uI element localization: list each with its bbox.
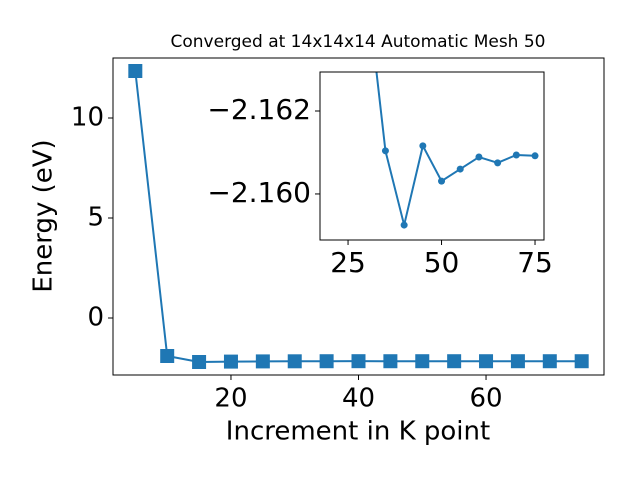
x-tick-label: 40 (342, 384, 375, 414)
y-tick-label: 5 (87, 203, 104, 233)
marker (383, 354, 398, 369)
marker (160, 349, 175, 363)
marker (223, 354, 238, 369)
marker (400, 221, 408, 229)
marker (381, 147, 389, 155)
x-axis-label: Increment in K point (226, 417, 490, 447)
marker (415, 354, 430, 369)
marker (351, 354, 366, 369)
marker (456, 165, 464, 173)
x-tick-label: 60 (469, 384, 502, 414)
marker (479, 354, 494, 369)
marker (419, 142, 427, 150)
plot-frame (319, 71, 545, 241)
y-tick-label: −2.162 (207, 93, 311, 126)
marker (319, 354, 334, 369)
plot-area (375, 72, 539, 229)
marker (475, 153, 483, 161)
x-tick-label: 25 (330, 246, 366, 279)
marker (510, 354, 525, 369)
y-tick-label: 10 (71, 103, 104, 133)
line (375, 72, 536, 226)
y-axis-label: Energy (eV) (29, 139, 59, 292)
marker (255, 354, 270, 369)
plot-background (320, 72, 544, 240)
marker (494, 159, 502, 167)
marker (128, 64, 143, 78)
plot-frame (112, 57, 605, 376)
x-tick-label: 50 (424, 246, 460, 279)
plot-area (128, 64, 589, 369)
marker (574, 354, 589, 369)
marker (531, 152, 539, 160)
marker (542, 354, 557, 369)
x-tick-label: 75 (517, 246, 553, 279)
chart-title: Converged at 14x14x14 Automatic Mesh 50 (171, 32, 546, 52)
marker (447, 354, 462, 369)
marker (192, 355, 207, 369)
x-tick-label: 20 (214, 384, 247, 414)
marker (512, 151, 520, 159)
marker (287, 354, 302, 369)
y-tick-label: −2.160 (207, 176, 311, 209)
y-tick-label: 0 (87, 303, 104, 333)
marker (438, 177, 446, 185)
